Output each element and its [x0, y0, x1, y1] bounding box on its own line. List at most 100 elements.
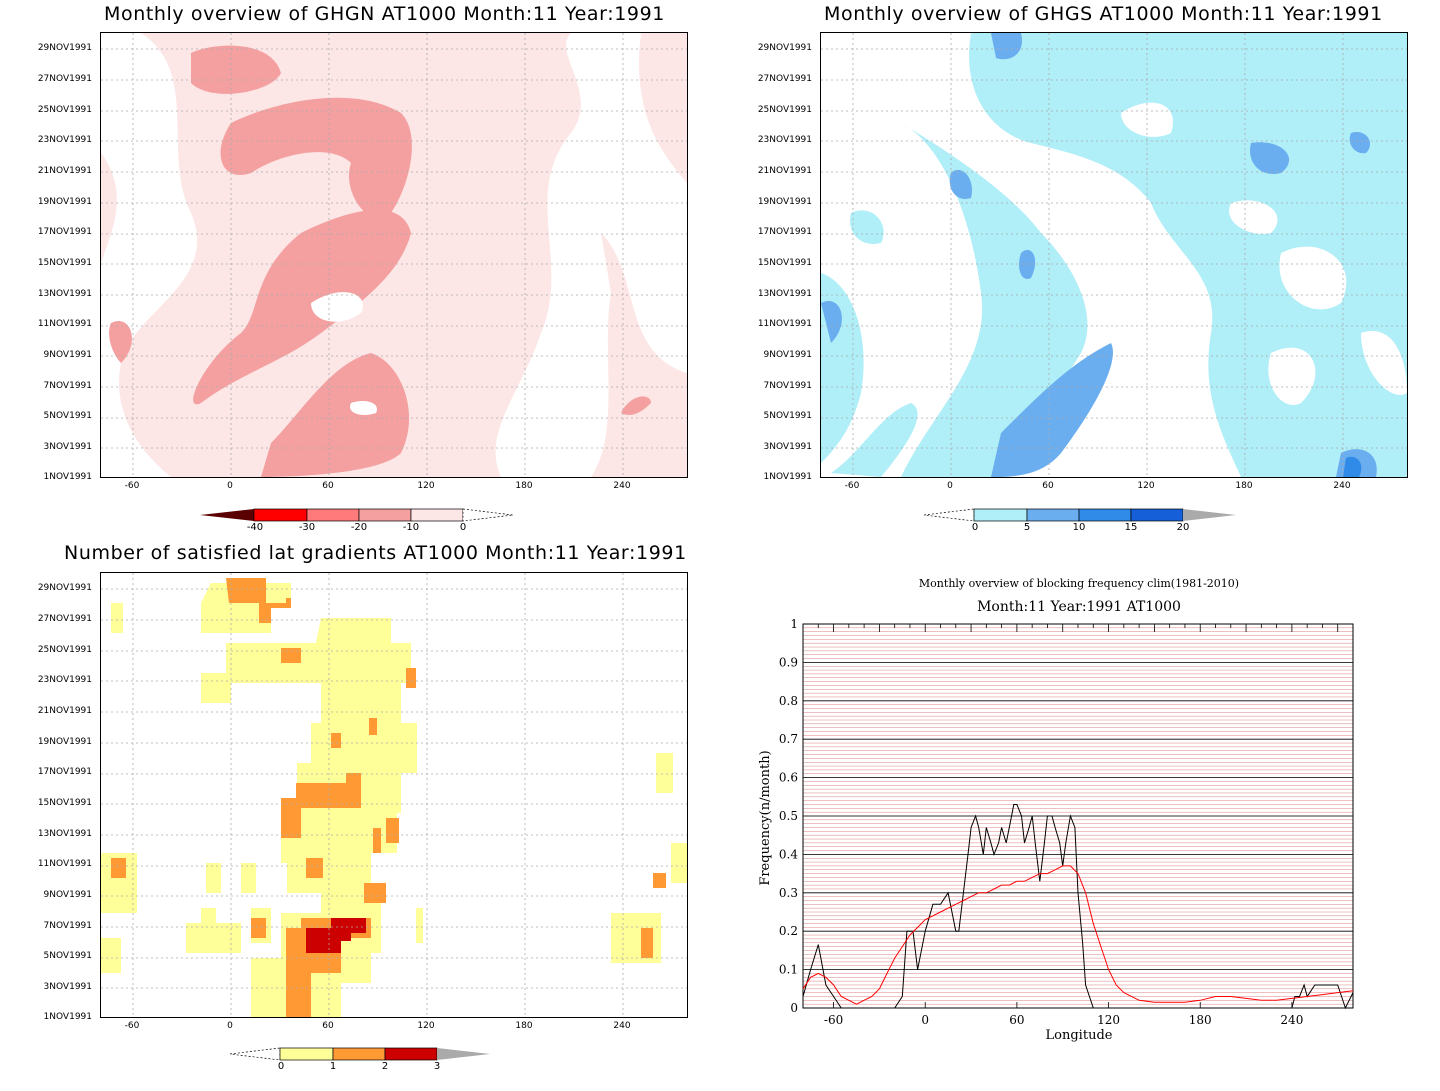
ghgn-ytick: 9NOV1991 — [43, 350, 92, 360]
blocking-ytick-label: 0.8 — [779, 694, 798, 708]
ghgn-ytick: 7NOV1991 — [43, 381, 92, 391]
ghgn-xtick: 60 — [322, 481, 334, 491]
ghgs-xtick: 240 — [1333, 481, 1351, 491]
blocking-ytick-label: 0 — [790, 1001, 798, 1015]
ghgn-ytick: 1NOV1991 — [43, 472, 92, 482]
lat-ytick: 9NOV1991 — [43, 890, 92, 900]
ghgs-xtick: 120 — [1137, 481, 1155, 491]
blocking-xtick-label: 180 — [1189, 1013, 1212, 1027]
ghgn-ytick: 17NOV1991 — [37, 227, 92, 237]
ghgs-region-mid — [991, 33, 1022, 60]
ghgs-xtick: 0 — [947, 481, 953, 491]
lat-ytick: 23NOV1991 — [37, 675, 92, 685]
lat-ytick: 27NOV1991 — [37, 614, 92, 624]
lat-colorbar: 0 1 2 3 — [229, 1046, 500, 1072]
lat-title: Number of satisfied lat gradients AT1000… — [64, 542, 687, 564]
ghgs-ytick: 3NOV1991 — [763, 442, 812, 452]
ghgs-cb-label: 0 — [971, 522, 979, 533]
lat-ytick: 13NOV1991 — [37, 829, 92, 839]
ghgn-xtick: 240 — [613, 481, 631, 491]
ghgn-colorbar: -40 -30 -20 -10 0 — [200, 507, 520, 533]
ghgn-ytick: 27NOV1991 — [37, 74, 92, 84]
ghgn-ytick: 23NOV1991 — [37, 135, 92, 145]
ghgn-xtick: 120 — [417, 481, 435, 491]
ghgs-cb-label: 10 — [1072, 522, 1086, 533]
ghgs-colorbar: 0 5 10 15 20 — [923, 507, 1244, 533]
ghgs-title: Monthly overview of GHGS AT1000 Month:11… — [824, 3, 1383, 25]
lat-plot — [100, 572, 688, 1018]
blocking-xlabel: Longitude — [1046, 1028, 1113, 1043]
blocking-plot-area: 0 0.1 0.2 0.3 0.4 0.5 0.6 0.7 0.8 0.9 1 -60 0 60 120 18… — [779, 617, 1354, 1027]
lat-colorbar-swatches — [229, 1047, 490, 1061]
ghgn-ytick: 29NOV1991 — [37, 43, 92, 53]
lat-xtick: 240 — [613, 1021, 631, 1031]
blocking-ytick-label: 0.2 — [779, 924, 798, 938]
ghgs-cb-label: 5 — [1023, 522, 1031, 533]
ghgs-ytick: 11NOV1991 — [757, 319, 812, 329]
lat-cb-label: 2 — [381, 1061, 389, 1072]
ghgs-colorbar-swatches — [923, 508, 1236, 522]
ghgs-plot — [820, 32, 1408, 478]
lat-ytick: 5NOV1991 — [43, 951, 92, 961]
ghgn-grid — [101, 33, 687, 477]
ghgs-ytick: 17NOV1991 — [757, 227, 812, 237]
ghgs-ytick: 19NOV1991 — [757, 197, 812, 207]
blocking-ytick-label: 0.3 — [779, 886, 798, 900]
ghgn-cb-label: -40 — [246, 522, 264, 533]
ghgs-cb-label: 15 — [1124, 522, 1138, 533]
ghgs-grid — [821, 33, 1407, 477]
blocking-subtitle: Month:11 Year:1991 AT1000 — [977, 599, 1181, 615]
ghgn-plot — [100, 32, 688, 478]
ghgn-cb-label: -10 — [402, 522, 420, 533]
blocking-ytick-label: 0.1 — [779, 963, 798, 977]
ghgs-ytick: 13NOV1991 — [757, 289, 812, 299]
lat-cb-label: 3 — [433, 1061, 441, 1072]
lat-ytick: 21NOV1991 — [37, 706, 92, 716]
ghgn-cb-label: -20 — [350, 522, 368, 533]
blocking-xtick-label: 120 — [1097, 1013, 1120, 1027]
lat-ytick: 3NOV1991 — [43, 982, 92, 992]
lat-grid — [101, 573, 687, 1017]
blocking-title: Monthly overview of blocking frequency c… — [919, 577, 1239, 590]
lat-ytick: 15NOV1991 — [37, 798, 92, 808]
blocking-xtick-label: 240 — [1280, 1013, 1303, 1027]
blocking-xtick-label: 60 — [1009, 1013, 1024, 1027]
lat-cb-label: 0 — [277, 1061, 285, 1072]
ghgn-ytick: 11NOV1991 — [37, 319, 92, 329]
lat-cb-label: 1 — [329, 1061, 337, 1072]
lat-xtick: 0 — [227, 1021, 233, 1031]
lat-ytick: 11NOV1991 — [37, 859, 92, 869]
lat-ytick: 1NOV1991 — [43, 1012, 92, 1022]
blocking-series-line-1 — [802, 865, 1354, 1005]
lat-ytick: 17NOV1991 — [37, 767, 92, 777]
blocking-ytick-label: 0.6 — [779, 771, 798, 785]
ghgn-cb-label: -30 — [298, 522, 316, 533]
ghgs-ytick: 15NOV1991 — [757, 258, 812, 268]
ghgn-xtick: -60 — [124, 481, 140, 491]
blocking-ytick-label: 0.5 — [779, 809, 798, 823]
blocking-ytick-label: 0.9 — [779, 655, 798, 669]
ghgn-xtick: 180 — [515, 481, 533, 491]
blocking-panel: Monthly overview of blocking frequency c… — [740, 570, 1390, 1060]
ghgn-cb-label: 0 — [459, 522, 467, 533]
ghgs-field — [821, 33, 1407, 477]
ghgn-ytick: 15NOV1991 — [37, 258, 92, 268]
ghgn-ytick: 13NOV1991 — [37, 289, 92, 299]
lat-xtick: 120 — [417, 1021, 435, 1031]
ghgn-ytick: 19NOV1991 — [37, 197, 92, 207]
blocking-xtick-label: -60 — [824, 1013, 843, 1027]
ghgn-xtick: 0 — [227, 481, 233, 491]
lat-ytick: 29NOV1991 — [37, 583, 92, 593]
blocking-chart: Monthly overview of blocking frequency c… — [758, 577, 1354, 1043]
lat-xtick: 180 — [515, 1021, 533, 1031]
ghgs-cb-label: 20 — [1176, 522, 1190, 533]
ghgs-ytick: 27NOV1991 — [757, 74, 812, 84]
ghgn-ytick: 3NOV1991 — [43, 442, 92, 452]
blocking-xtick-label: 0 — [921, 1013, 929, 1027]
ghgs-ytick: 7NOV1991 — [763, 381, 812, 391]
lat-xtick: 60 — [322, 1021, 334, 1031]
blocking-ylabel: Frequency(n/month) — [758, 750, 773, 885]
ghgs-xtick: 60 — [1042, 481, 1054, 491]
lat-ytick: 7NOV1991 — [43, 921, 92, 931]
ghgs-ytick: 21NOV1991 — [757, 166, 812, 176]
